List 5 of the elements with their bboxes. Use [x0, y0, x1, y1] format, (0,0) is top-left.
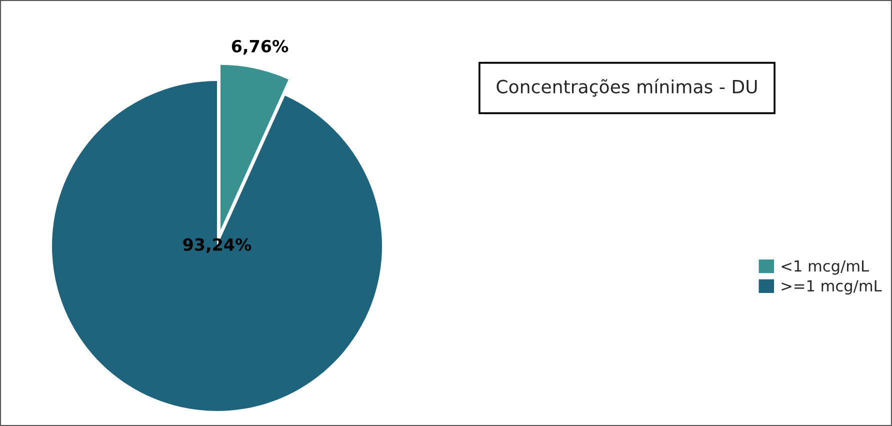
legend-label: <1 mcg/mL [782, 260, 869, 275]
data-label: 93,24% [183, 238, 252, 253]
text: Concentrações mínimas - DU [496, 78, 757, 97]
data-label: 6,76% [232, 40, 288, 55]
legend-label: >=1 mcg/mL [782, 280, 882, 295]
